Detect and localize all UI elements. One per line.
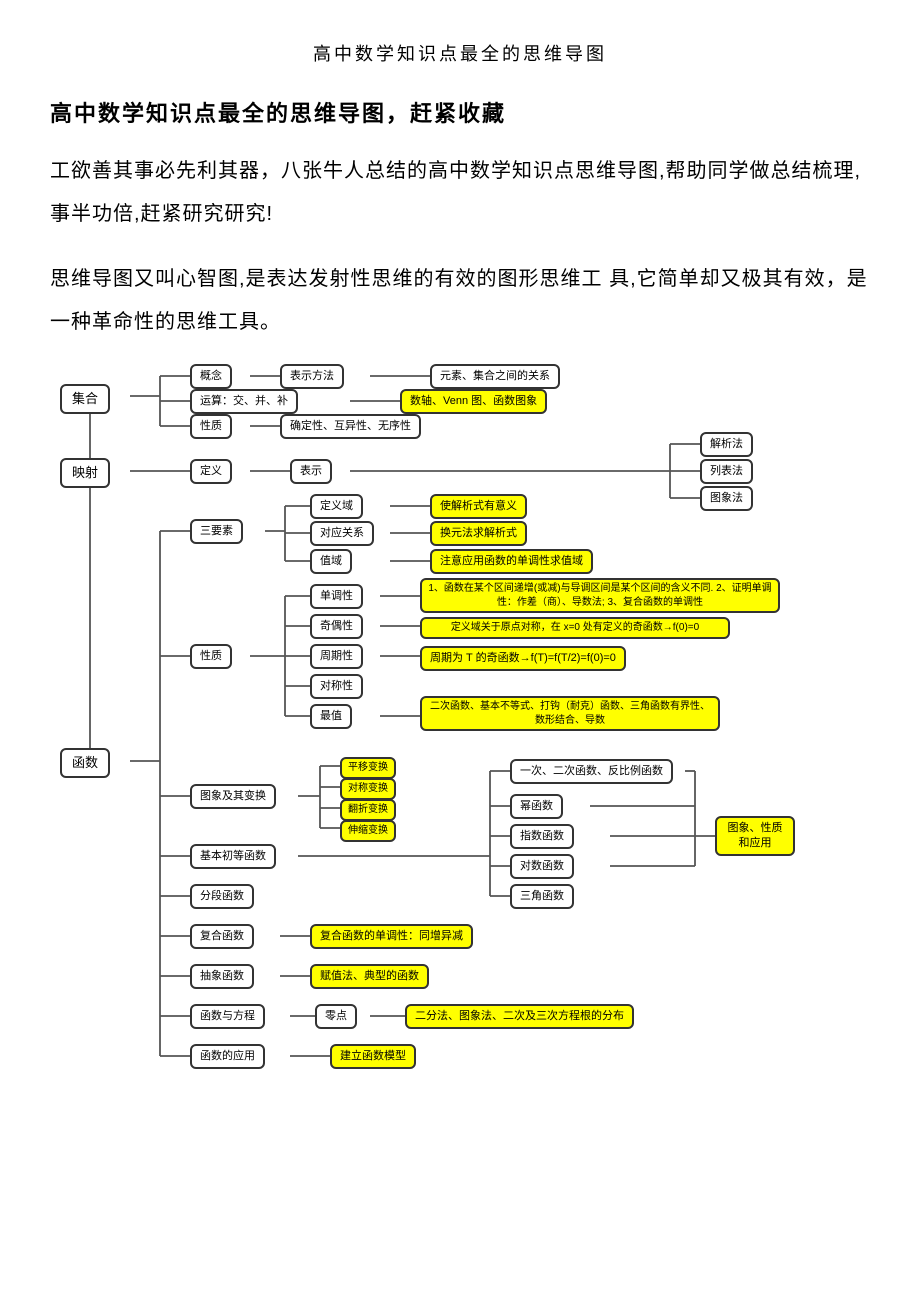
- node-parity: 奇偶性: [310, 614, 363, 639]
- note-bisect: 二分法、图象法、二次及三次方程根的分布: [405, 1004, 634, 1029]
- node-equation: 函数与方程: [190, 1004, 265, 1029]
- note-model: 建立函数模型: [330, 1044, 416, 1069]
- note-compound: 复合函数的单调性：同增异减: [310, 924, 473, 949]
- node-determined: 确定性、互异性、无序性: [280, 414, 421, 439]
- note-extreme: 二次函数、基本不等式、打钩（耐克）函数、三角函数有界性、数形结合、导数: [420, 696, 720, 731]
- node-expr: 表示方法: [280, 364, 344, 389]
- node-relation: 元素、集合之间的关系: [430, 364, 560, 389]
- node-operation: 运算：交、并、补: [190, 389, 298, 414]
- t-pingyi: 平移变换: [340, 757, 396, 779]
- b-log: 对数函数: [510, 854, 574, 879]
- note-huanyuan: 换元法求解析式: [430, 521, 527, 546]
- node-domain: 定义域: [310, 494, 363, 519]
- b-app: 图象、性质 和应用: [715, 816, 795, 856]
- node-show: 表示: [290, 459, 332, 484]
- b-power: 幂函数: [510, 794, 563, 819]
- node-period: 周期性: [310, 644, 363, 669]
- note-zhuyi: 注意应用函数的单调性求值域: [430, 549, 593, 574]
- t-shensuo: 伸缩变换: [340, 820, 396, 842]
- paragraph-1: 工欲善其事必先利其器，八张牛人总结的高中数学知识点思维导图,帮助同学做总结梳理,…: [50, 150, 870, 236]
- t-fanzhe: 翻折变换: [340, 799, 396, 821]
- b-linear: 一次、二次函数、反比例函数: [510, 759, 673, 784]
- node-compound: 复合函数: [190, 924, 254, 949]
- node-abstract: 抽象函数: [190, 964, 254, 989]
- node-extreme: 最值: [310, 704, 352, 729]
- node-mono: 单调性: [310, 584, 363, 609]
- node-property: 性质: [190, 414, 232, 439]
- node-graph: 图象法: [700, 486, 753, 511]
- node-analytic: 解析法: [700, 432, 753, 457]
- mindmap: 集合 映射 函数 概念 表示方法 元素、集合之间的关系 运算：交、并、补 数轴、…: [50, 366, 870, 1076]
- node-range: 值域: [310, 549, 352, 574]
- note-parity: 定义域关于原点对称，在 x=0 处有定义的奇函数→f(0)=0: [420, 617, 730, 639]
- node-piece: 分段函数: [190, 884, 254, 909]
- b-trig: 三角函数: [510, 884, 574, 909]
- node-numline: 数轴、Venn 图、函数图象: [400, 389, 547, 414]
- paragraph-2: 思维导图又叫心智图,是表达发射性思维的有效的图形思维工 具,它简单却又极其有效，…: [50, 258, 870, 344]
- node-def: 定义: [190, 459, 232, 484]
- node-symm: 对称性: [310, 674, 363, 699]
- node-basic: 基本初等函数: [190, 844, 276, 869]
- t-duichen: 对称变换: [340, 778, 396, 800]
- node-set: 集合: [60, 384, 110, 414]
- note-period: 周期为 T 的奇函数→f(T)=f(T/2)=f(0)=0: [420, 646, 626, 671]
- heading: 高中数学知识点最全的思维导图，赶紧收藏: [50, 96, 870, 128]
- node-concept: 概念: [190, 364, 232, 389]
- node-corres: 对应关系: [310, 521, 374, 546]
- note-shi: 使解析式有意义: [430, 494, 527, 519]
- node-zero: 零点: [315, 1004, 357, 1029]
- node-list: 列表法: [700, 459, 753, 484]
- node-prop: 性质: [190, 644, 232, 669]
- node-function: 函数: [60, 748, 110, 778]
- node-three: 三要素: [190, 519, 243, 544]
- note-fuzhi: 赋值法、典型的函数: [310, 964, 429, 989]
- doc-title: 高中数学知识点最全的思维导图: [50, 40, 870, 66]
- node-mapping: 映射: [60, 458, 110, 488]
- node-app: 函数的应用: [190, 1044, 265, 1069]
- node-image-trans: 图象及其变换: [190, 784, 276, 809]
- note-mono: 1、函数在某个区间递增(或减)与导调区间是某个区间的含义不同. 2、证明单调性：…: [420, 578, 780, 613]
- b-exp: 指数函数: [510, 824, 574, 849]
